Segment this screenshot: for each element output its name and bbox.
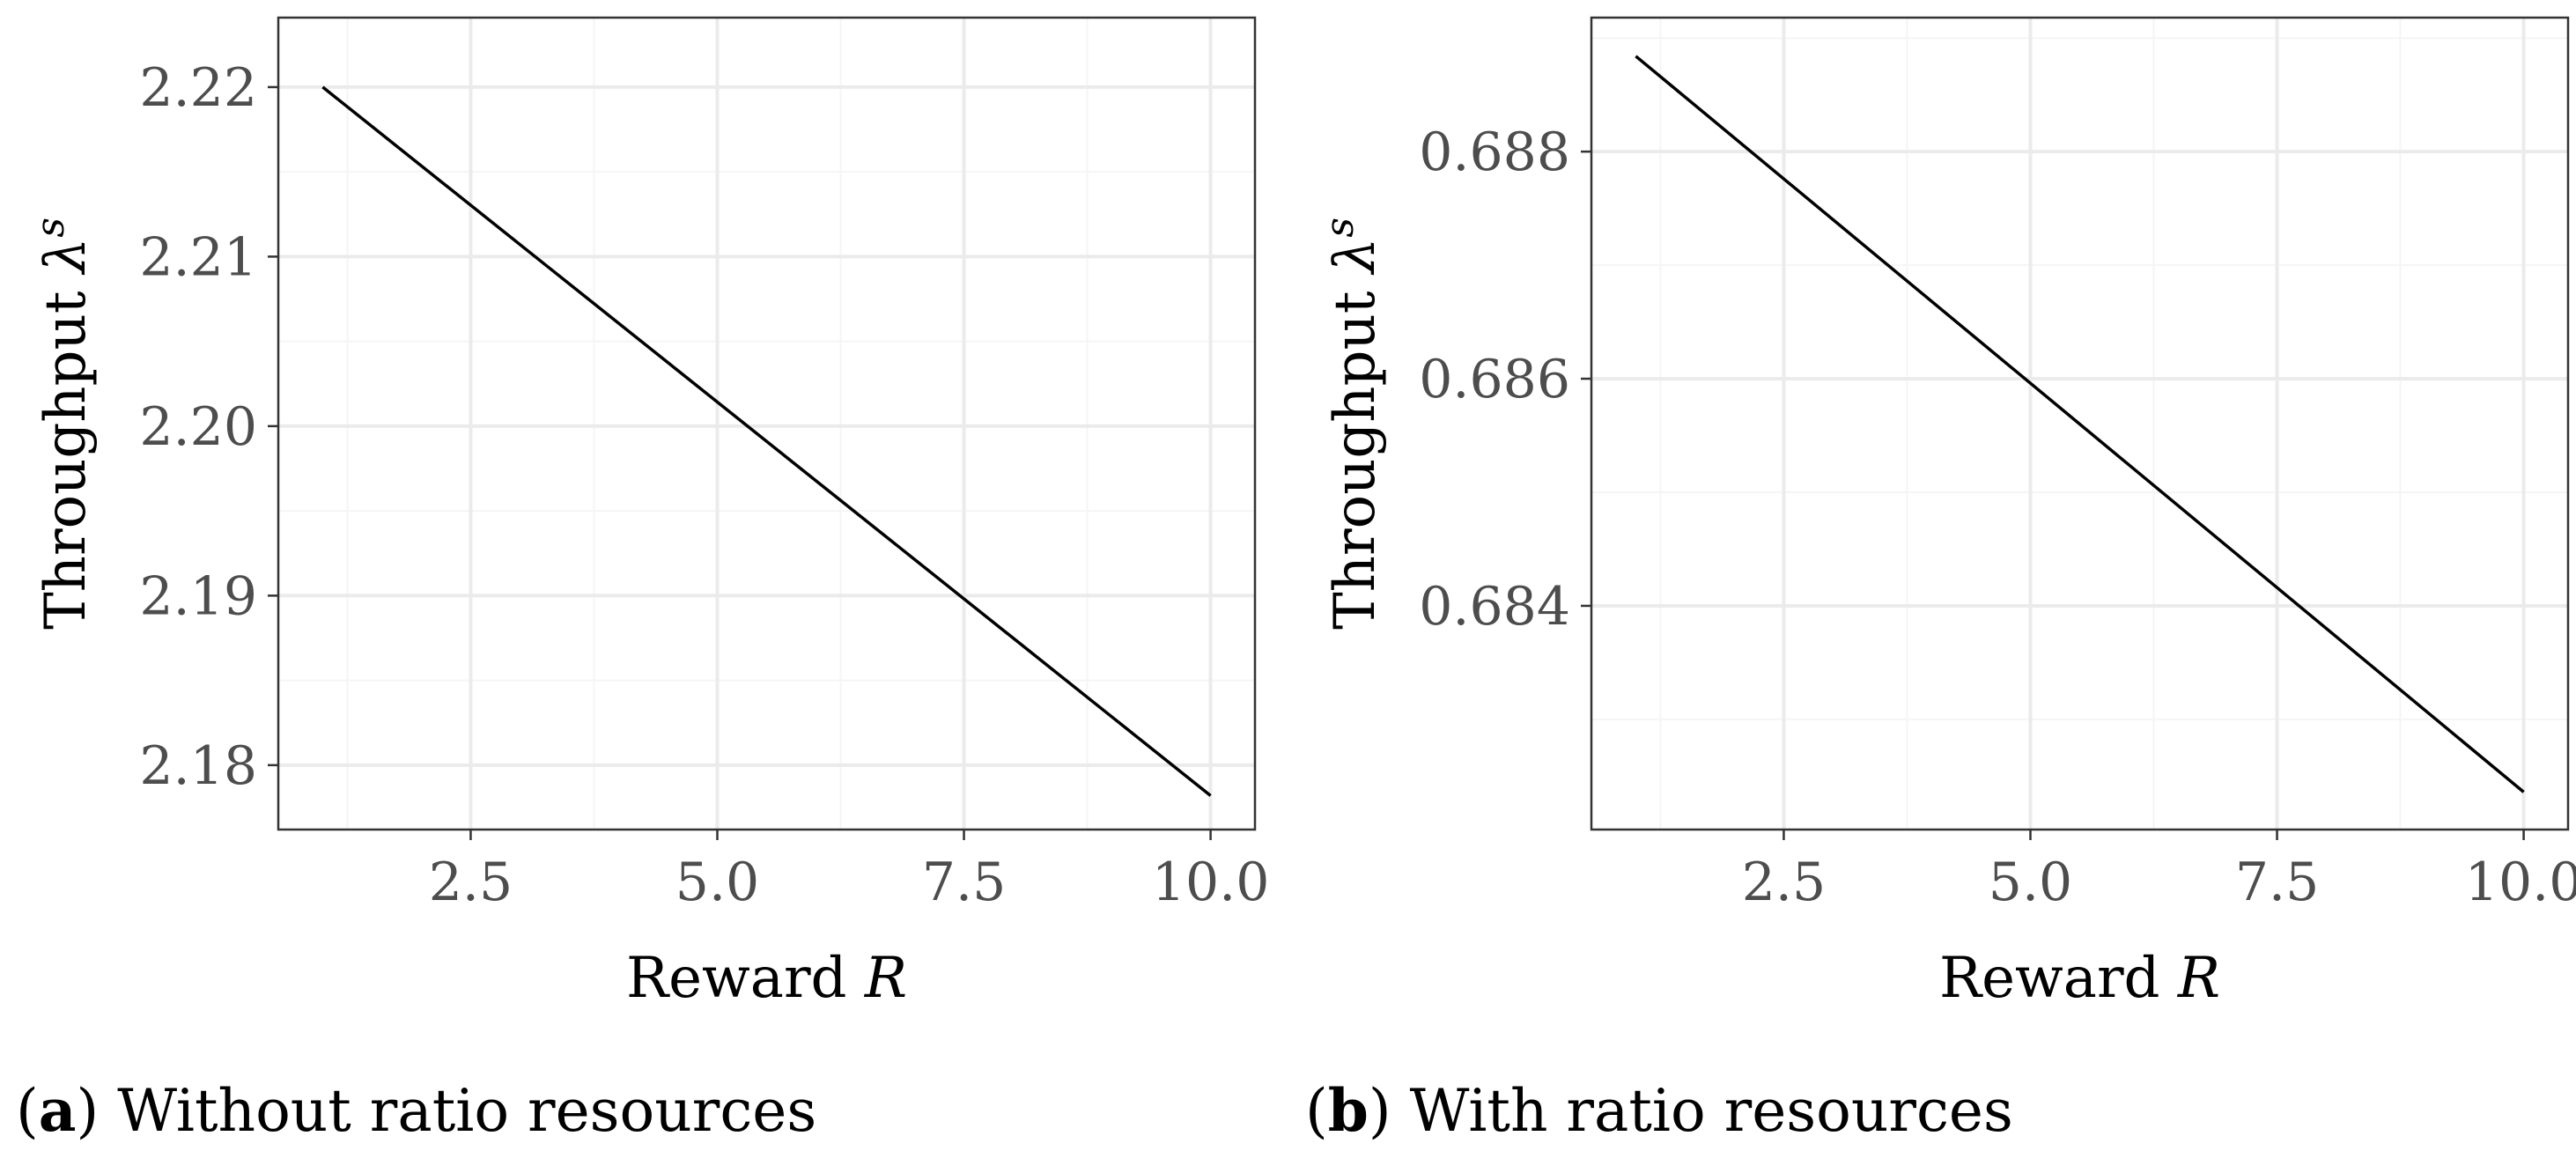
caption-b: (b) With ratio resources <box>1305 1076 2013 1145</box>
chart-b-y-tick-label-0: 0.684 <box>1419 576 1570 638</box>
caption-a-letter: a <box>38 1076 77 1145</box>
caption-b-text: With ratio resources <box>1409 1077 2013 1145</box>
chart-a-y-tick-label-0: 2.18 <box>139 735 257 797</box>
chart-a-panel-bg <box>278 18 1255 830</box>
chart-a-panel-border <box>277 16 1257 831</box>
chart-b-x-axis-title: Reward R <box>1939 946 2220 1011</box>
chart-b-x-tick-label-2: 7.5 <box>2235 852 2319 913</box>
chart-b-y-axis-title: Throughput λs <box>1318 218 1388 630</box>
chart-a: 2.5 5.0 7.5 10.0 2.18 2.19 2.20 2.21 2.22 Reward … <box>28 16 1270 1011</box>
chart-a-x-tick-label-2: 7.5 <box>922 852 1006 913</box>
chart-b-y-tick-label-1: 0.686 <box>1419 349 1570 410</box>
chart-b: 2.5 5.0 7.5 10.0 0.684 0.686 0.688 Reward R Thro… <box>1318 16 2576 1011</box>
caption-a: (a) Without ratio resources <box>16 1076 817 1145</box>
chart-a-y-tick-label-4: 2.22 <box>139 57 257 119</box>
chart-a-x-tick-label-0: 2.5 <box>429 852 513 913</box>
chart-a-y-tick-label-3: 2.21 <box>139 226 257 288</box>
chart-b-x-tick-label-0: 2.5 <box>1742 852 1826 913</box>
chart-a-y-axis-title: Throughput λs <box>28 218 99 630</box>
chart-a-x-tick-label-3: 10.0 <box>1152 852 1270 913</box>
chart-b-x-tick-label-3: 10.0 <box>2465 852 2576 913</box>
chart-a-y-tick-label-1: 2.19 <box>139 565 257 627</box>
chart-b-panel-border <box>1590 16 2570 831</box>
chart-b-series-line-0 <box>1635 55 2525 793</box>
chart-b-x-tick-label-1: 5.0 <box>1989 852 2072 913</box>
chart-a-y-tick-label-2: 2.20 <box>139 396 257 458</box>
chart-a-series-line-0 <box>321 85 1212 797</box>
caption-a-text: Without ratio resources <box>117 1077 817 1145</box>
chart-a-x-axis-title: Reward R <box>626 946 907 1011</box>
caption-b-letter: b <box>1327 1076 1369 1145</box>
chart-a-x-tick-label-1: 5.0 <box>675 852 759 913</box>
chart-b-y-tick-label-2: 0.688 <box>1419 122 1570 183</box>
